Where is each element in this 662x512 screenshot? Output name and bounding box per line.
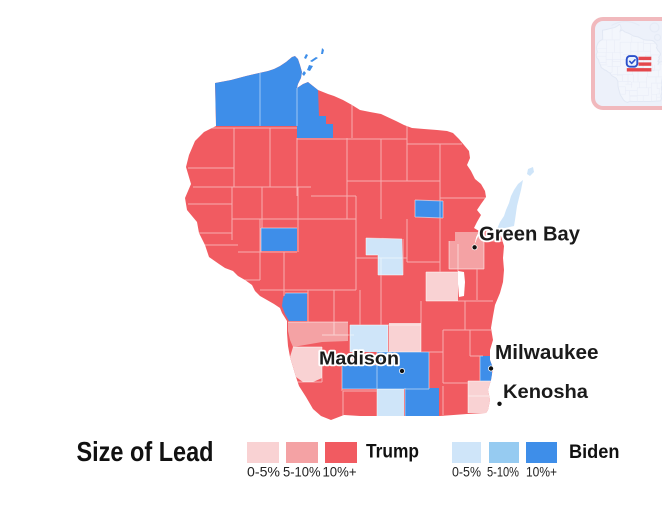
svg-text:10%+: 10%+ — [526, 464, 557, 480]
svg-text:5-10%: 5-10% — [283, 464, 321, 480]
svg-text:Green Bay: Green Bay — [479, 224, 581, 246]
svg-text:Biden: Biden — [569, 441, 620, 463]
svg-text:10%+: 10%+ — [323, 464, 357, 480]
svg-text:Milwaukee: Milwaukee — [495, 341, 599, 364]
svg-text:5-10%: 5-10% — [487, 464, 519, 480]
svg-text:0-5%: 0-5% — [452, 464, 481, 480]
svg-text:Madison: Madison — [319, 347, 399, 368]
svg-text:0-5%: 0-5% — [247, 464, 280, 480]
svg-text:Size of Lead: Size of Lead — [77, 436, 214, 467]
svg-text:Trump: Trump — [366, 441, 419, 463]
svg-text:Kenosha: Kenosha — [503, 381, 588, 403]
